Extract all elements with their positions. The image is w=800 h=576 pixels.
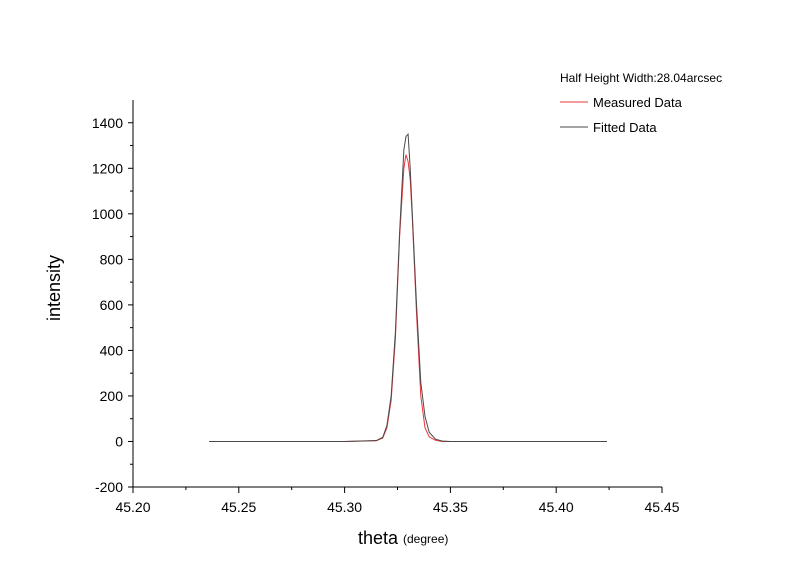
- x-axis: 45.20 45.25 45.30 45.35 45.40 45.45: [115, 486, 680, 515]
- y-tick-label: 600: [100, 297, 124, 313]
- series-line-1: [209, 132, 607, 442]
- legend-label-fitted: Fitted Data: [593, 120, 657, 135]
- y-tick-label: -200: [95, 479, 123, 495]
- y-tick-label: 200: [100, 388, 124, 404]
- plot-lines: [209, 132, 607, 442]
- legend: Half Height Width:28.04arcsec Measured D…: [560, 71, 722, 135]
- x-tick-label: 45.35: [433, 499, 468, 515]
- x-tick-label: 45.20: [115, 499, 150, 515]
- y-tick-label: 1000: [92, 206, 123, 222]
- series-line-0: [209, 154, 607, 442]
- y-axis-label: intensity: [44, 255, 64, 321]
- x-tick-label: 45.25: [221, 499, 256, 515]
- legend-label-measured: Measured Data: [593, 95, 683, 110]
- y-tick-label: 0: [115, 433, 123, 449]
- legend-title: Half Height Width:28.04arcsec: [560, 71, 722, 85]
- x-tick-label: 45.45: [644, 499, 679, 515]
- y-tick-label: 800: [100, 251, 124, 267]
- y-axis: -200 0 200 400 600 800 1000 1200 1400: [92, 100, 134, 495]
- y-tick-label: 1200: [92, 160, 123, 176]
- y-tick-label: 1400: [92, 115, 123, 131]
- x-axis-unit: (degree): [403, 532, 448, 546]
- x-tick-label: 45.30: [327, 499, 362, 515]
- y-tick-label: 400: [100, 342, 124, 358]
- x-axis-label: theta: [358, 528, 399, 548]
- x-tick-label: 45.40: [539, 499, 574, 515]
